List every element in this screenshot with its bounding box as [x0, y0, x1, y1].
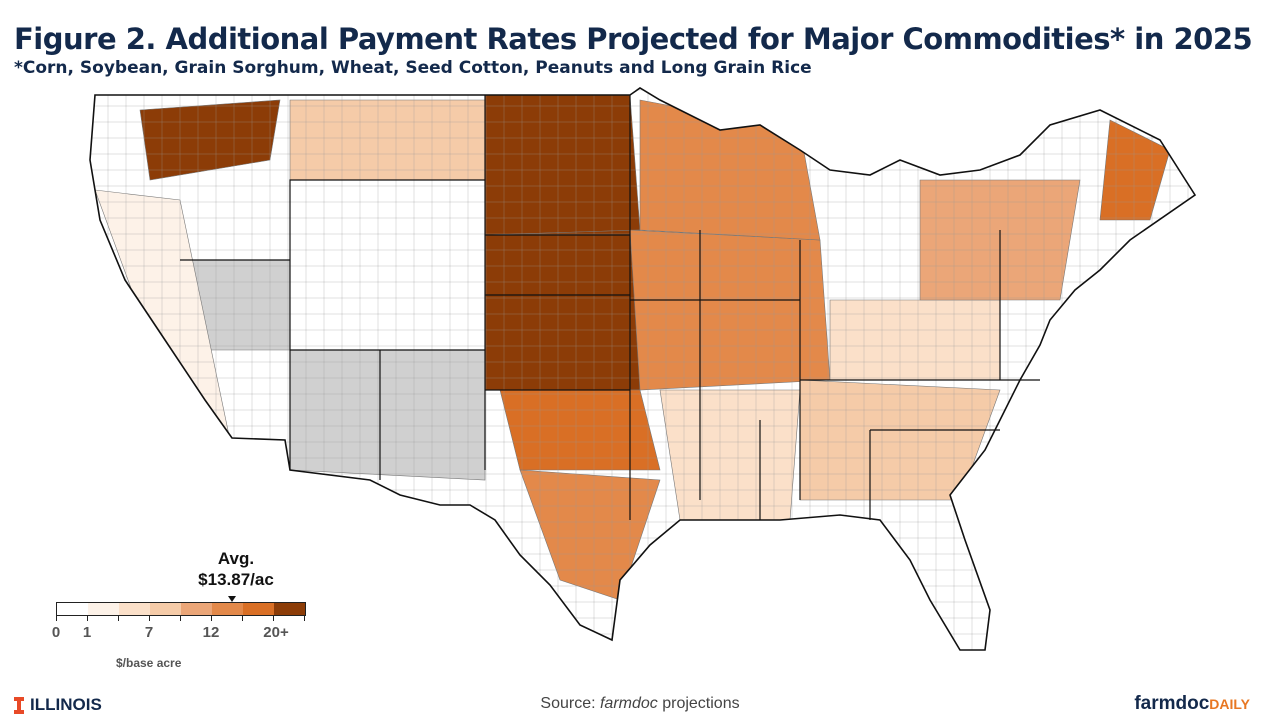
legend-tick-label: 1: [82, 624, 92, 641]
brand-accent: DAILY: [1209, 696, 1250, 712]
average-marker-icon: [228, 596, 236, 602]
university-name: ILLINOIS: [30, 695, 102, 714]
block-i-icon: [14, 696, 24, 714]
average-value: $13.87/ac: [198, 570, 274, 589]
source-name: farmdoc: [599, 695, 658, 712]
average-label: Avg.: [217, 549, 255, 568]
source-prefix: Source:: [540, 695, 600, 712]
farmdoc-daily-logo: farmdocDAILY: [1134, 693, 1250, 715]
state-borders: [180, 95, 1040, 520]
region-appalachia: [829, 299, 1001, 381]
legend-bin: [274, 603, 305, 615]
legend-bin: [57, 603, 88, 615]
legend-color-bar: [56, 602, 306, 616]
figure-title: Figure 2. Additional Payment Rates Proje…: [14, 22, 1253, 56]
legend-tick-label: 7: [144, 624, 154, 641]
figure-subtitle: *Corn, Soybean, Grain Sorghum, Wheat, Se…: [14, 58, 812, 78]
region-northern-rockies: [289, 99, 486, 181]
legend-bin: [150, 603, 181, 615]
legend-ticks: [56, 615, 305, 621]
source-note: Source: farmdoc projections: [0, 695, 1280, 713]
footer: ILLINOIS Source: farmdoc projections far…: [0, 688, 1280, 720]
brand-main: farmdoc: [1134, 693, 1210, 714]
average-annotation: Avg. $13.87/ac: [176, 548, 296, 590]
legend-tick-label: 20+: [263, 624, 289, 641]
legend-bin: [119, 603, 150, 615]
legend-tick-label: 12: [202, 624, 220, 641]
region-southwest: [289, 349, 486, 481]
region-central-plains: [484, 229, 641, 391]
legend-bin: [181, 603, 212, 615]
region-delta: [659, 389, 801, 521]
legend-bin: [88, 603, 119, 615]
legend-bin: [212, 603, 243, 615]
legend-bin: [243, 603, 274, 615]
illinois-logo: ILLINOIS: [14, 695, 102, 715]
legend-unit: $/base acre: [116, 656, 182, 670]
legend-tick-label: 0: [51, 624, 61, 641]
source-suffix: projections: [657, 695, 740, 712]
region-northern-plains: [484, 94, 641, 236]
us-county-map: [89, 87, 1196, 651]
